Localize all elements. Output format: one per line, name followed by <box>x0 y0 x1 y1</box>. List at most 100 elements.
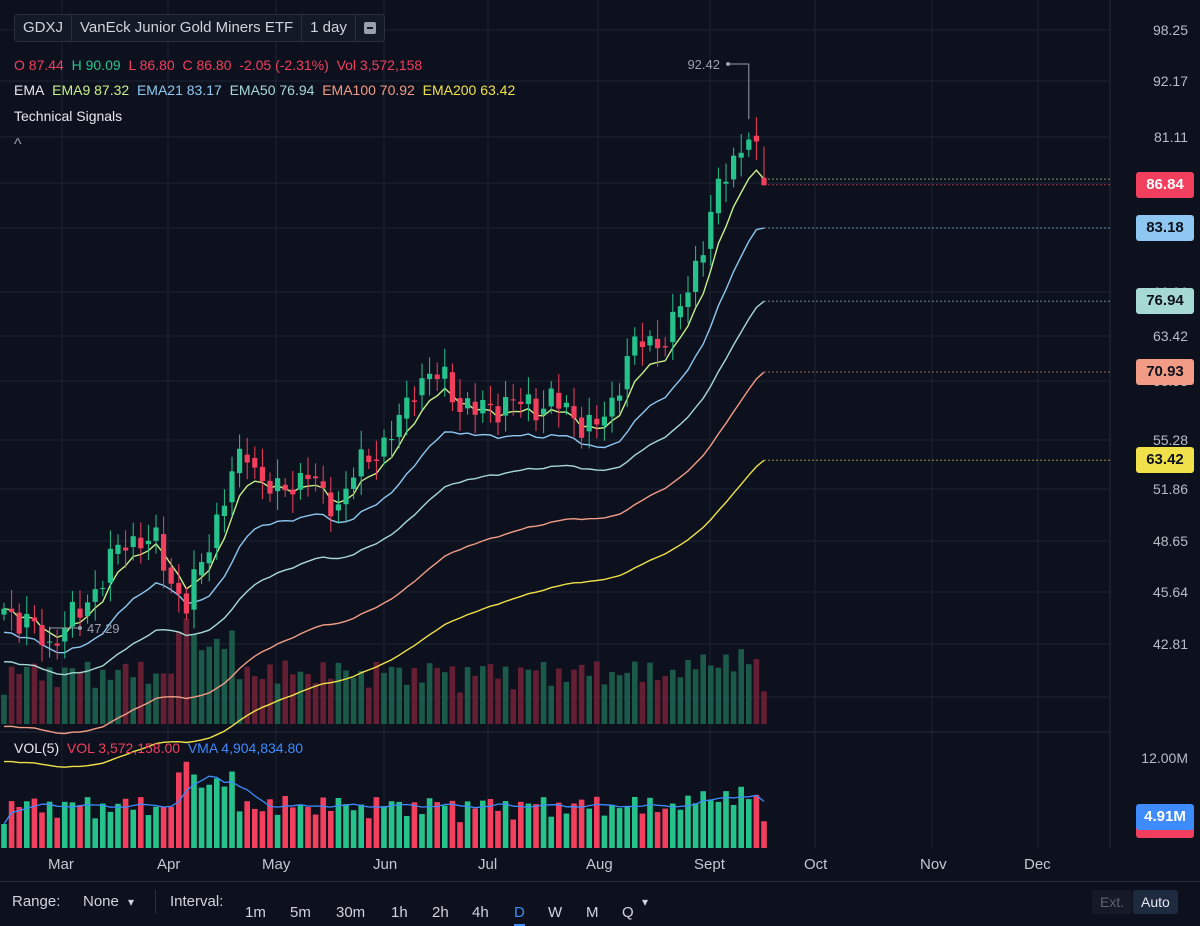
candle <box>168 567 174 584</box>
volume-bar <box>609 805 615 848</box>
volume-overlay-bar <box>578 664 585 724</box>
volume-overlay-bar <box>214 638 220 724</box>
candle <box>320 481 326 488</box>
bottom-toolbar: Range: None ▾ Interval: 1m 5m 30m 1h 2h 4h D W M… <box>0 881 1200 926</box>
candle <box>563 402 569 408</box>
volume-overlay-bar <box>320 662 326 724</box>
ema-legend[interactable]: EMA EMA9 87.32 EMA21 83.17 EMA50 76.94 E… <box>14 82 516 98</box>
volume-overlay-bar <box>411 668 418 724</box>
candle <box>62 628 68 642</box>
volume-axis-label: 12.00M <box>1141 750 1188 766</box>
volume-overlay-bar <box>730 671 737 724</box>
volume-overlay-bar <box>487 664 494 724</box>
chevron-down-icon[interactable]: ▾ <box>128 895 135 909</box>
volume-bar <box>252 808 258 848</box>
volume-bar <box>388 801 395 848</box>
symbol-ticker[interactable]: GDXJ <box>15 15 73 41</box>
volume-bar <box>259 811 266 848</box>
candle <box>601 416 607 426</box>
candle <box>761 177 767 186</box>
candle <box>313 476 319 479</box>
volume-bar <box>320 797 326 848</box>
technical-signals[interactable]: Technical Signals <box>14 108 123 124</box>
volume-bar <box>62 801 68 848</box>
interval-button-4h[interactable]: 4h <box>472 904 489 921</box>
volume-bar <box>434 802 440 848</box>
volume-overlay-bar <box>723 654 729 724</box>
range-select[interactable]: None <box>83 893 119 910</box>
volume-bar <box>730 804 737 848</box>
candle <box>571 406 577 419</box>
interval-button-w[interactable]: W <box>548 904 563 921</box>
volume-bar <box>366 818 372 848</box>
interval-button-d[interactable]: D <box>514 904 525 926</box>
time-axis-label: Dec <box>1024 856 1051 873</box>
volume-overlay-bar <box>343 670 349 724</box>
candle <box>335 504 341 511</box>
volume-bar <box>464 801 471 848</box>
candle <box>389 439 395 441</box>
interval-button-m[interactable]: M <box>586 904 599 921</box>
interval-button-1h[interactable]: 1h <box>391 904 408 921</box>
ext-hours-button[interactable]: Ext. <box>1092 890 1133 914</box>
volume-overlay-bar <box>46 667 53 724</box>
candle <box>655 338 661 349</box>
candle <box>487 403 493 406</box>
volume-bar <box>525 803 532 848</box>
time-axis-label: Apr <box>157 856 181 873</box>
interval-button-1m[interactable]: 1m <box>245 904 266 921</box>
candle <box>449 372 455 403</box>
volume-bar <box>518 801 524 848</box>
volume-overlay-bar <box>69 668 76 724</box>
volume-bar <box>540 797 547 848</box>
volume-bar <box>404 815 410 848</box>
volume-bar <box>46 801 53 848</box>
volume-bar <box>677 809 684 848</box>
candle <box>123 547 129 551</box>
candle <box>107 548 113 583</box>
price-axis-label: 81.11 <box>1154 129 1188 145</box>
price-tag: 86.84 <box>1136 171 1194 198</box>
candle <box>381 437 387 457</box>
candle <box>16 612 22 634</box>
volume-bar <box>214 778 220 848</box>
volume-overlay-bar <box>594 661 600 724</box>
candle <box>662 346 668 348</box>
collapse-icon[interactable]: ^ <box>14 136 22 153</box>
price-axis-label: 55.28 <box>1152 432 1188 448</box>
settings-button[interactable] <box>356 15 384 41</box>
auto-scale-button[interactable]: Auto <box>1133 890 1178 914</box>
candle <box>100 588 106 590</box>
ema200-line <box>4 459 765 768</box>
chevron-down-icon[interactable]: ▾ <box>642 895 649 909</box>
volume-bar <box>411 802 418 848</box>
volume-overlay-bar <box>381 672 387 724</box>
volume-bar <box>191 774 197 848</box>
price-axis-label: 63.42 <box>1152 328 1188 344</box>
volume-overlay-bar <box>1 694 7 724</box>
volume-overlay-bar <box>480 666 486 724</box>
candle <box>191 569 197 610</box>
volume-overlay-bar <box>62 667 68 724</box>
interval-button-30m[interactable]: 30m <box>336 904 366 921</box>
price-axis-label: 98.25 <box>1152 22 1188 38</box>
interval-button-5m[interactable]: 5m <box>290 904 311 921</box>
candle <box>715 178 721 214</box>
interval-label[interactable]: 1 day <box>302 15 356 41</box>
candle <box>495 406 501 423</box>
volume-bar <box>77 805 83 848</box>
volume-bar <box>662 808 668 848</box>
volume-bar <box>206 784 212 848</box>
volume-bar <box>685 795 691 848</box>
volume-overlay-bar <box>176 631 182 724</box>
candle <box>465 398 471 409</box>
symbol-name: VanEck Junior Gold Miners ETF <box>72 15 303 41</box>
candle <box>229 471 235 503</box>
interval-button-2h[interactable]: 2h <box>432 904 449 921</box>
volume-bar <box>16 807 22 848</box>
symbol-box[interactable]: GDXJ VanEck Junior Gold Miners ETF 1 day <box>14 14 385 42</box>
volume-bar <box>183 761 190 848</box>
interval-button-q[interactable]: Q <box>622 904 634 921</box>
vma-legend-value: VMA 4,904,834.80 <box>187 740 304 756</box>
